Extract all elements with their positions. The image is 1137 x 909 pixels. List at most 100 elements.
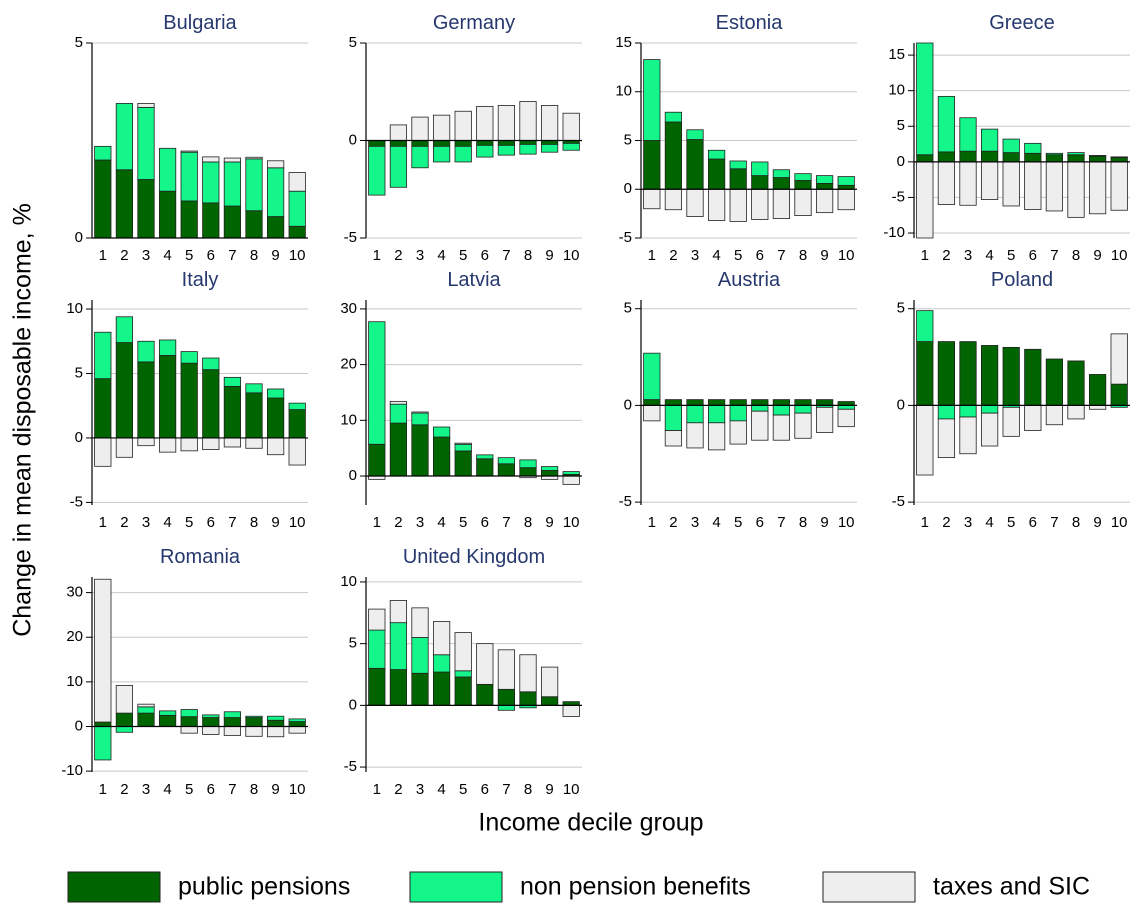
y-tick-label: 0	[75, 429, 83, 446]
bar-segment	[476, 105, 494, 141]
bar-segment	[772, 405, 791, 416]
bar-segment	[115, 685, 134, 714]
bar-segment	[519, 459, 537, 469]
y-tick-label: 5	[624, 131, 632, 148]
x-tick-label: 8	[524, 514, 532, 531]
bar-segment	[1024, 405, 1042, 431]
x-tick-label: 3	[691, 514, 699, 531]
x-tick-label: 1	[921, 514, 929, 531]
bar-segment	[137, 703, 155, 708]
bar-segment	[686, 399, 704, 406]
bar-segment	[411, 145, 429, 169]
bar-segment	[1088, 155, 1107, 163]
y-tick-label: -10	[61, 762, 83, 779]
x-tick-label: 10	[838, 514, 855, 531]
bar-segment	[158, 355, 177, 439]
x-tick-label: 9	[820, 514, 828, 531]
bar-segment	[137, 103, 155, 108]
bar-segment	[288, 225, 306, 239]
x-tick-label: 8	[250, 247, 258, 264]
x-tick-label: 8	[524, 781, 532, 798]
x-tick-label: 9	[545, 781, 553, 798]
bar-segment	[245, 392, 263, 439]
x-tick-label: 1	[373, 247, 381, 264]
bar-segment	[959, 341, 977, 406]
bar-segment	[1067, 405, 1085, 420]
bar-segment	[115, 726, 134, 733]
bar-segment	[432, 426, 451, 438]
bar-segment	[389, 124, 408, 141]
bar-segment	[1002, 406, 1020, 437]
bar-segment	[94, 145, 112, 161]
legend-label: taxes and SIC	[933, 873, 1090, 901]
bar-segment	[540, 105, 559, 141]
bar-segment	[288, 190, 306, 227]
bar-segment	[519, 691, 537, 706]
x-tick-label: 4	[437, 514, 445, 531]
bar-segment	[137, 437, 155, 447]
legend-label: non pension benefits	[520, 873, 751, 901]
bar-segment	[94, 721, 112, 727]
y-tick-label: 0	[349, 131, 357, 148]
bar-segment	[94, 378, 112, 439]
y-tick-label: 15	[615, 34, 632, 51]
bar-segment	[411, 412, 429, 426]
bar-segment	[368, 140, 386, 147]
bar-segment	[772, 188, 791, 219]
x-tick-label: 3	[416, 781, 424, 798]
bar-segment	[540, 470, 559, 477]
bar-segment	[180, 709, 198, 718]
x-tick-label: 4	[985, 247, 993, 264]
bar-segment	[411, 116, 429, 141]
y-tick-label: 20	[66, 628, 83, 645]
x-tick-label: 7	[777, 514, 785, 531]
x-tick-label: 1	[99, 247, 107, 264]
x-tick-label: 9	[271, 247, 279, 264]
bar-segment	[729, 399, 747, 406]
bar-segment	[432, 621, 451, 656]
bar-segment	[368, 629, 386, 669]
x-tick-label: 6	[207, 781, 215, 798]
panel-title: Bulgaria	[163, 12, 237, 34]
bar-segment	[266, 719, 285, 727]
x-tick-label: 7	[228, 514, 236, 531]
bar-segment	[916, 310, 934, 342]
bar-segment	[1067, 154, 1085, 163]
bar-segment	[1045, 152, 1064, 156]
bar-segment	[643, 59, 661, 141]
bar-segment	[94, 578, 112, 723]
x-tick-label: 2	[669, 247, 677, 264]
bar-segment	[707, 158, 726, 190]
x-tick-label: 4	[985, 514, 993, 531]
bar-segment	[389, 622, 408, 670]
bar-segment	[837, 408, 855, 428]
bar-segment	[411, 411, 429, 414]
x-tick-label: 8	[799, 514, 807, 531]
x-tick-label: 9	[820, 247, 828, 264]
bar-segment	[751, 399, 769, 406]
legend-label: public pensions	[178, 873, 350, 901]
bar-segment	[223, 437, 242, 448]
x-tick-label: 6	[1029, 514, 1037, 531]
bar-segment	[707, 149, 726, 160]
bar-segment	[751, 410, 769, 441]
bar-segment	[562, 704, 580, 717]
x-tick-label: 5	[185, 514, 193, 531]
x-tick-label: 7	[1050, 247, 1058, 264]
x-tick-label: 7	[228, 247, 236, 264]
y-tick-label: 10	[340, 573, 357, 590]
x-tick-label: 10	[289, 247, 306, 264]
x-tick-label: 2	[394, 781, 402, 798]
bar-segment	[158, 190, 177, 239]
y-tick-label: -5	[344, 229, 357, 246]
panel-title: Romania	[160, 546, 241, 568]
bar-segment	[137, 712, 155, 727]
y-tick-label: 5	[624, 300, 632, 317]
bar-segment	[1110, 383, 1128, 406]
bar-segment	[1024, 142, 1042, 154]
bar-segment	[266, 388, 285, 399]
x-tick-label: 7	[228, 781, 236, 798]
x-tick-label: 2	[942, 247, 950, 264]
x-tick-label: 5	[734, 247, 742, 264]
bar-segment	[497, 105, 516, 141]
